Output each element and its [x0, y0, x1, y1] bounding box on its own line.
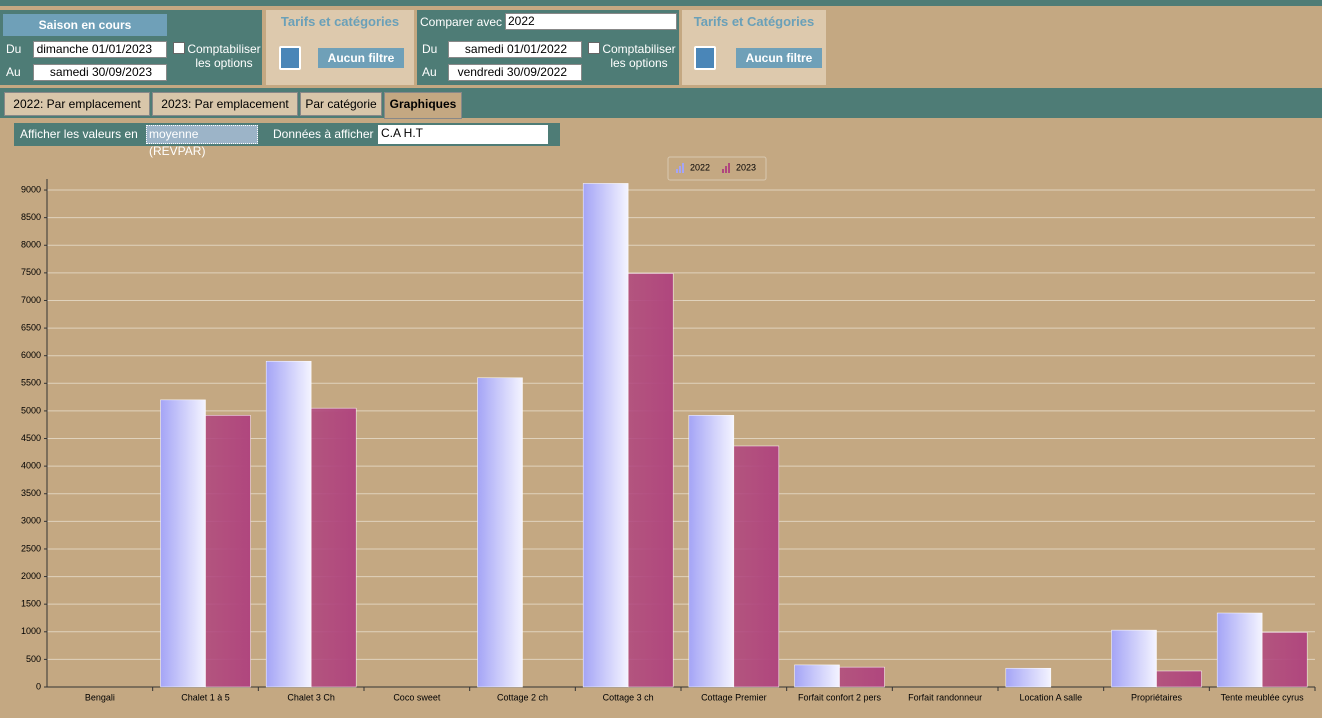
y-tick-label: 1000 — [21, 626, 41, 636]
bar — [1156, 670, 1202, 688]
date-input[interactable]: dimanche 01/01/2023 — [33, 41, 167, 58]
legend-box — [667, 156, 767, 181]
label: Au — [422, 65, 437, 79]
x-tick-label: Coco sweet — [393, 692, 441, 702]
y-tick-label: 3000 — [21, 516, 41, 526]
y-tick-label: 2500 — [21, 543, 41, 553]
y-tick-label: 4000 — [21, 461, 41, 471]
y-tick-label: 5500 — [21, 378, 41, 388]
y-tick-label: 9000 — [21, 184, 41, 194]
x-tick-label: Chalet 1 à 5 — [181, 692, 230, 702]
legend-icon — [725, 166, 727, 173]
bar — [839, 666, 885, 688]
y-tick-label: 500 — [26, 654, 41, 664]
y-tick-label: 2000 — [21, 571, 41, 581]
checkbox-label: Comptabiliser les options — [602, 42, 676, 70]
x-tick-label: Cottage Premier — [701, 692, 767, 702]
y-tick-label: 7000 — [21, 295, 41, 305]
y-tick-label: 1500 — [21, 599, 41, 609]
bar — [310, 407, 357, 688]
x-tick-label: Location A salle — [1020, 692, 1083, 702]
y-tick-label: 6500 — [21, 322, 41, 332]
y-tick-label: 8000 — [21, 240, 41, 250]
bar — [1111, 629, 1157, 688]
icon[interactable] — [694, 46, 716, 70]
top-bar — [0, 0, 1322, 6]
dropdown[interactable]: C.A H.T — [378, 125, 548, 144]
label: Du — [6, 42, 22, 56]
title: Saison en cours — [3, 14, 167, 36]
y-tick-label: 8500 — [21, 212, 41, 222]
y-tick-label: 0 — [36, 681, 41, 691]
legend-icon — [722, 169, 724, 173]
y-tick-label: 3500 — [21, 488, 41, 498]
x-tick-label: Cottage 3 ch — [603, 692, 654, 702]
bar — [794, 664, 840, 688]
bar — [1261, 632, 1308, 688]
button[interactable]: Aucun filtre — [318, 48, 404, 68]
date-input[interactable]: samedi 30/09/2023 — [33, 64, 167, 81]
bar — [1005, 667, 1052, 688]
y-tick-label: 4500 — [21, 433, 41, 443]
tab[interactable]: 2022: Par emplacement — [4, 92, 150, 116]
x-tick-label: Cottage 2 ch — [497, 692, 548, 702]
checkbox-label: Comptabiliser les options — [187, 42, 261, 70]
title: Tarifs et catégories — [280, 14, 400, 29]
legend-icon — [679, 166, 681, 173]
dropdown[interactable]: 2022 — [505, 13, 677, 30]
label: Afficher les valeurs en — [20, 127, 138, 141]
bar — [205, 415, 251, 688]
y-tick-label: 6000 — [21, 350, 41, 360]
tab[interactable]: Par catégorie — [300, 92, 382, 116]
bar — [160, 399, 206, 688]
x-tick-label: Tente meublée cyrus — [1221, 692, 1305, 702]
bar — [688, 415, 735, 688]
button[interactable]: Aucun filtre — [736, 48, 822, 68]
checkbox[interactable] — [173, 42, 185, 54]
bar — [733, 445, 780, 688]
label: Du — [422, 42, 438, 56]
dropdown[interactable]: moyenne (REVPAR) — [146, 125, 258, 158]
checkbox[interactable] — [588, 42, 600, 54]
date-input[interactable]: vendredi 30/09/2022 — [448, 64, 582, 81]
x-tick-label: Chalet 3 Ch — [287, 692, 335, 702]
tab-active[interactable]: Graphiques — [384, 92, 462, 119]
legend-label: 2022 — [690, 162, 710, 172]
legend-icon — [682, 163, 684, 173]
tab[interactable]: 2023: Par emplacement — [152, 92, 298, 116]
legend-icon — [728, 163, 730, 173]
bar — [1216, 612, 1263, 688]
x-tick-label: Forfait randonneur — [908, 692, 982, 702]
legend-label: 2023 — [736, 162, 756, 172]
x-tick-label: Bengali — [85, 692, 115, 702]
x-tick-label: Propriétaires — [1131, 692, 1183, 702]
bar — [265, 360, 312, 688]
label: Comparer avec — [420, 15, 503, 29]
label: Au — [6, 65, 21, 79]
bar — [627, 273, 674, 688]
legend-icon — [676, 169, 678, 173]
label: Données à afficher — [273, 127, 374, 141]
y-tick-label: 7500 — [21, 267, 41, 277]
x-tick-label: Forfait confort 2 pers — [798, 692, 882, 702]
bar — [477, 377, 523, 688]
bar — [582, 183, 629, 688]
y-tick-label: 5000 — [21, 405, 41, 415]
icon[interactable] — [279, 46, 301, 70]
date-input[interactable]: samedi 01/01/2022 — [448, 41, 582, 58]
title: Tarifs et Catégories — [693, 14, 815, 29]
